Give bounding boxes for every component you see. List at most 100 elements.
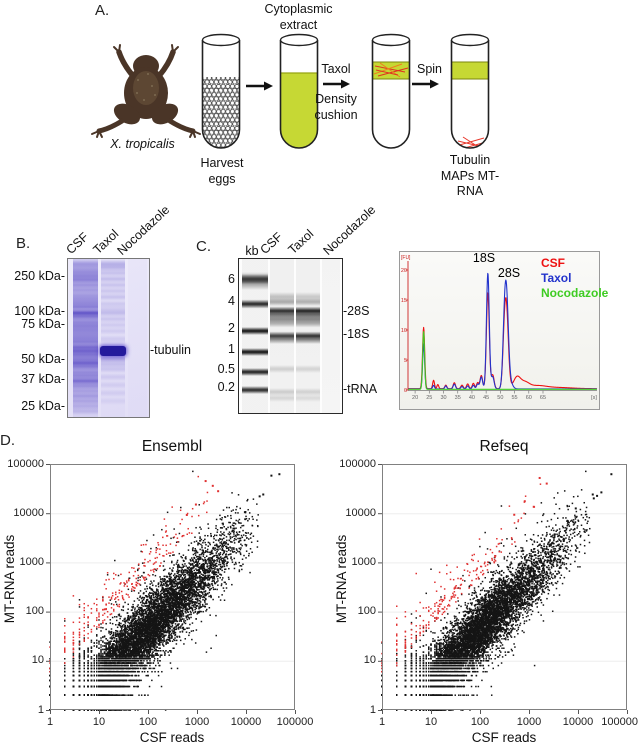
y-tick-label: 1000: [19, 555, 44, 568]
ladder-05kb: 0.5: [217, 362, 235, 376]
x-tick-label: 10: [424, 716, 438, 728]
arrow-3: [412, 79, 439, 89]
trace-series-nocodazole: [408, 331, 598, 390]
marker-50kda: 50 kDa-: [21, 352, 65, 366]
y-tick-label: 10: [31, 654, 44, 667]
panel-a-label: A.: [95, 2, 110, 19]
refseq-title: Refseq: [479, 438, 529, 455]
legend-csf: CSF: [541, 256, 565, 270]
workflow-diagram: [91, 33, 490, 149]
spin-label: Spin: [416, 62, 443, 76]
legend-taxol: Taxol: [541, 271, 572, 285]
frog-caption: X. tropicalis: [110, 137, 175, 151]
y-tick-label: 10000: [13, 506, 44, 519]
gel-b-lane-csf: [73, 259, 98, 417]
svg-text:60: 60: [526, 395, 532, 401]
y-tick-label: 100000: [339, 457, 376, 470]
svg-text:50: 50: [497, 395, 503, 401]
y-tick-label: 100: [357, 605, 376, 618]
ladder-4kb: 4: [228, 294, 235, 308]
y-tick-label: 10000: [345, 506, 376, 519]
x-tick-label: 1000: [184, 716, 210, 728]
marker-250kda: 250 kDa-: [14, 269, 65, 283]
marker-100kda: 100 kDa-: [14, 304, 65, 318]
svg-text:40: 40: [469, 395, 475, 401]
tubulin-label: -tubulin: [150, 343, 191, 357]
rna-gel: [238, 258, 343, 414]
y-tick-label: 1000: [351, 555, 376, 568]
arrow-2: [323, 79, 350, 89]
svg-text:0: 0: [404, 388, 407, 394]
x-tick-label: 100: [138, 716, 158, 728]
gel-c-lane-nocodazole: [322, 259, 340, 413]
svg-text:[FU]: [FU]: [401, 255, 411, 261]
ensembl-ylabel: MT-RNA reads: [2, 534, 17, 624]
density-cushion-label: Density cushion: [314, 92, 358, 122]
ladder-02kb: 0.2: [217, 380, 235, 394]
bioanalyzer-trace: 20 25 30 35 40 45 50 55 60 65 [s] 0 5 10 15 20 [FU]: [399, 251, 600, 410]
x-tick-label: 1: [378, 716, 386, 728]
label-trna: -tRNA: [343, 382, 378, 396]
extract-label: Cytoplasmic extract: [264, 2, 333, 32]
label-18s: -18S: [343, 327, 370, 341]
svg-text:5: 5: [404, 358, 407, 364]
tube-density-cushion: [371, 33, 411, 149]
svg-text:30: 30: [440, 395, 446, 401]
panel-c-label: C.: [196, 238, 211, 255]
tube-mt-pellet: [450, 33, 490, 149]
trace-28s-label: 28S: [497, 266, 521, 280]
x-tick-label: 10000: [230, 716, 262, 728]
legend-nocodazole: Nocodazole: [541, 286, 609, 300]
svg-text:20: 20: [401, 268, 407, 274]
tubulin-band: [100, 346, 126, 356]
gel-c-lane-ladder: [242, 259, 268, 413]
gel-c-lane-label-taxol: Taxol: [285, 226, 317, 257]
svg-text:45: 45: [483, 395, 489, 401]
refseq-scatter-canvas: [375, 458, 634, 717]
marker-75kda: 75 kDa-: [21, 317, 65, 331]
y-tick-label: 10: [363, 654, 376, 667]
panel-b-label: B.: [16, 235, 31, 252]
svg-text:10: 10: [401, 328, 407, 334]
x-tick-label: 10000: [562, 716, 594, 728]
harvest-eggs-label: Harvest eggs: [200, 156, 244, 186]
y-tick-label: 100000: [7, 457, 44, 470]
svg-text:55: 55: [512, 395, 518, 401]
gel-b-lane-label-csf: CSF: [63, 229, 92, 257]
trace-18s-label: 18S: [472, 251, 496, 265]
x-tick-label: 1: [46, 716, 54, 728]
taxol-step-label: Taxol: [321, 62, 351, 76]
svg-text:35: 35: [455, 395, 461, 401]
kb-label: kb: [245, 244, 259, 258]
gel-b-lane-taxol: [101, 259, 125, 417]
x-tick-label: 1000: [516, 716, 542, 728]
refseq-xlabel: CSF reads: [471, 730, 537, 745]
protein-gel: [67, 258, 150, 418]
svg-text:25: 25: [426, 395, 432, 401]
y-tick-label: 1: [369, 703, 376, 716]
gel-c-lane-taxol: [296, 259, 320, 413]
ladder-2kb: 2: [228, 321, 235, 335]
result-label: Tubulin MAPs MT-RNA: [440, 153, 500, 199]
arrow-1: [246, 81, 273, 91]
svg-text:15: 15: [401, 298, 407, 304]
label-28s: -28S: [343, 304, 370, 318]
gel-b-lane-nocodazole: [128, 259, 147, 417]
gel-b-lane-label-taxol: Taxol: [90, 226, 122, 257]
frog-illustration: [91, 44, 201, 138]
ensembl-title: Ensembl: [141, 438, 203, 455]
ensembl-xlabel: CSF reads: [139, 730, 205, 745]
trace-legend: CSF Taxol Nocodazole: [541, 256, 608, 301]
x-tick-label: 100000: [276, 716, 314, 728]
ladder-1kb: 1: [228, 342, 235, 356]
y-tick-label: 100: [25, 605, 44, 618]
tube-harvest-eggs: [201, 33, 241, 149]
tube-cytoplasmic-extract: [279, 33, 319, 149]
x-tick-label: 100000: [601, 716, 638, 728]
refseq-ylabel: MT-RNA reads: [334, 534, 349, 624]
marker-37kda: 37 kDa-: [21, 372, 65, 386]
marker-25kda: 25 kDa-: [21, 399, 65, 413]
svg-text:20: 20: [412, 395, 418, 401]
panel-d-label: D.: [0, 432, 15, 449]
